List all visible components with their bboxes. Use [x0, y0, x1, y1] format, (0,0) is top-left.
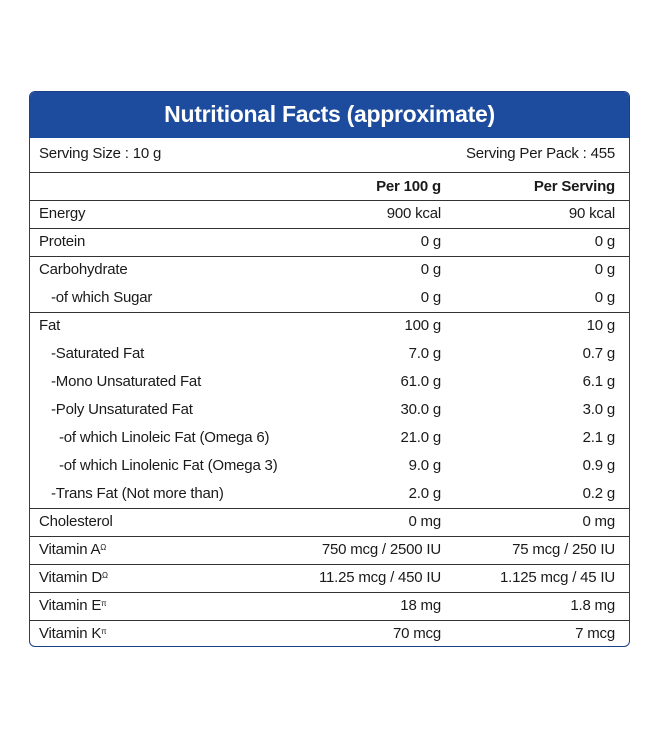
- separator: [30, 620, 629, 621]
- per-100g: 750 mcg / 2500 IU: [321, 541, 441, 558]
- per-100g: 21.0 g: [400, 429, 441, 446]
- title: Nutritional Facts (approximate): [30, 92, 629, 138]
- per-serving: 90 kcal: [568, 205, 615, 222]
- footnote-mark: π: [101, 599, 107, 608]
- per-100g: 0 g: [420, 261, 441, 278]
- separator: [30, 312, 629, 313]
- label-text: Vitamin K: [39, 625, 102, 642]
- row-label: -of which Linolenic Fat (Omega 3): [59, 457, 278, 475]
- separator: [30, 172, 629, 173]
- row-label: -of which Linoleic Fat (Omega 6): [59, 429, 270, 447]
- nutrition-table: Nutritional Facts (approximate) Serving …: [29, 91, 630, 647]
- row-label: -Poly Unsaturated Fat: [51, 401, 193, 419]
- per-serving: 0 g: [594, 233, 615, 250]
- row-label: -Mono Unsaturated Fat: [51, 373, 201, 391]
- per-serving: 75 mcg / 250 IU: [512, 541, 615, 558]
- separator: [30, 592, 629, 593]
- per-100g: 0 mg: [408, 513, 441, 530]
- row-label: Energy: [39, 205, 86, 223]
- servings-per-pack: Serving Per Pack : 455: [465, 145, 615, 162]
- column-header: Per Serving: [533, 178, 615, 195]
- per-serving: 2.1 g: [582, 429, 616, 446]
- separator: [30, 564, 629, 565]
- per-100g: 61.0 g: [400, 373, 441, 390]
- separator: [30, 536, 629, 537]
- per-100g: 11.25 mcg / 450 IU: [318, 569, 441, 586]
- label-text: -Saturated Fat: [51, 345, 145, 362]
- footnote-mark: Ω: [100, 543, 107, 552]
- label-text: -Trans Fat (Not more than): [51, 485, 224, 502]
- row-label: Vitamin AΩ: [39, 541, 106, 559]
- per-serving: 10 g: [586, 317, 616, 334]
- label-text: -Mono Unsaturated Fat: [51, 373, 202, 390]
- per-100g: 70 mcg: [393, 625, 441, 642]
- row-label: -of which Sugar: [51, 289, 152, 307]
- label-text: Energy: [39, 205, 86, 222]
- column-header: Per 100 g: [376, 178, 441, 195]
- per-serving: 0.7 g: [582, 345, 616, 362]
- footnote-mark: Ω: [101, 571, 108, 580]
- separator: [30, 200, 629, 201]
- row-label: Carbohydrate: [39, 261, 128, 279]
- per-serving: 3.0 g: [582, 401, 616, 418]
- per-100g: 30.0 g: [400, 401, 441, 418]
- row-label: Fat: [39, 317, 60, 335]
- per-serving: 0.2 g: [582, 485, 616, 502]
- row-label: Cholesterol: [39, 513, 113, 531]
- separator: [30, 256, 629, 257]
- label-text: -of which Linoleic Fat (Omega 6): [59, 429, 270, 446]
- row-label: Protein: [39, 233, 85, 251]
- per-serving: 7 mcg: [575, 625, 615, 642]
- label-text: Protein: [39, 233, 86, 250]
- separator: [30, 508, 629, 509]
- per-100g: 7.0 g: [408, 345, 442, 362]
- label-text: Fat: [39, 317, 61, 334]
- per-100g: 100 g: [404, 317, 441, 334]
- row-label: -Saturated Fat: [51, 345, 144, 363]
- per-100g: 0 g: [420, 289, 441, 306]
- per-serving: 0 mg: [582, 513, 615, 530]
- per-serving: 1.125 mcg / 45 IU: [500, 569, 615, 586]
- per-serving: 0.9 g: [582, 457, 616, 474]
- per-serving: 0 g: [594, 261, 615, 278]
- label-text: -Poly Unsaturated Fat: [51, 401, 193, 418]
- per-100g: 0 g: [420, 233, 441, 250]
- per-serving: 0 g: [594, 289, 615, 306]
- label-text: Vitamin E: [39, 597, 102, 614]
- serving-size: Serving Size : 10 g: [39, 145, 162, 162]
- label-text: Vitamin D: [39, 569, 102, 586]
- label-text: -of which Sugar: [51, 289, 153, 306]
- label-text: Vitamin A: [39, 541, 101, 558]
- label-text: -of which Linolenic Fat (Omega 3): [59, 457, 278, 474]
- row-label: Vitamin DΩ: [39, 569, 108, 587]
- separator: [30, 228, 629, 229]
- label-text: Cholesterol: [39, 513, 113, 530]
- row-label: Vitamin Eπ: [39, 597, 107, 615]
- row-label: -Trans Fat (Not more than): [51, 485, 224, 503]
- per-serving: 6.1 g: [582, 373, 616, 390]
- per-100g: 2.0 g: [408, 485, 442, 502]
- per-100g: 18 mg: [400, 597, 441, 614]
- per-100g: 9.0 g: [408, 457, 442, 474]
- footnote-mark: π: [101, 627, 107, 636]
- per-serving: 1.8 mg: [570, 597, 615, 614]
- per-100g: 900 kcal: [386, 205, 441, 222]
- label-text: Carbohydrate: [39, 261, 128, 278]
- row-label: Vitamin Kπ: [39, 625, 107, 643]
